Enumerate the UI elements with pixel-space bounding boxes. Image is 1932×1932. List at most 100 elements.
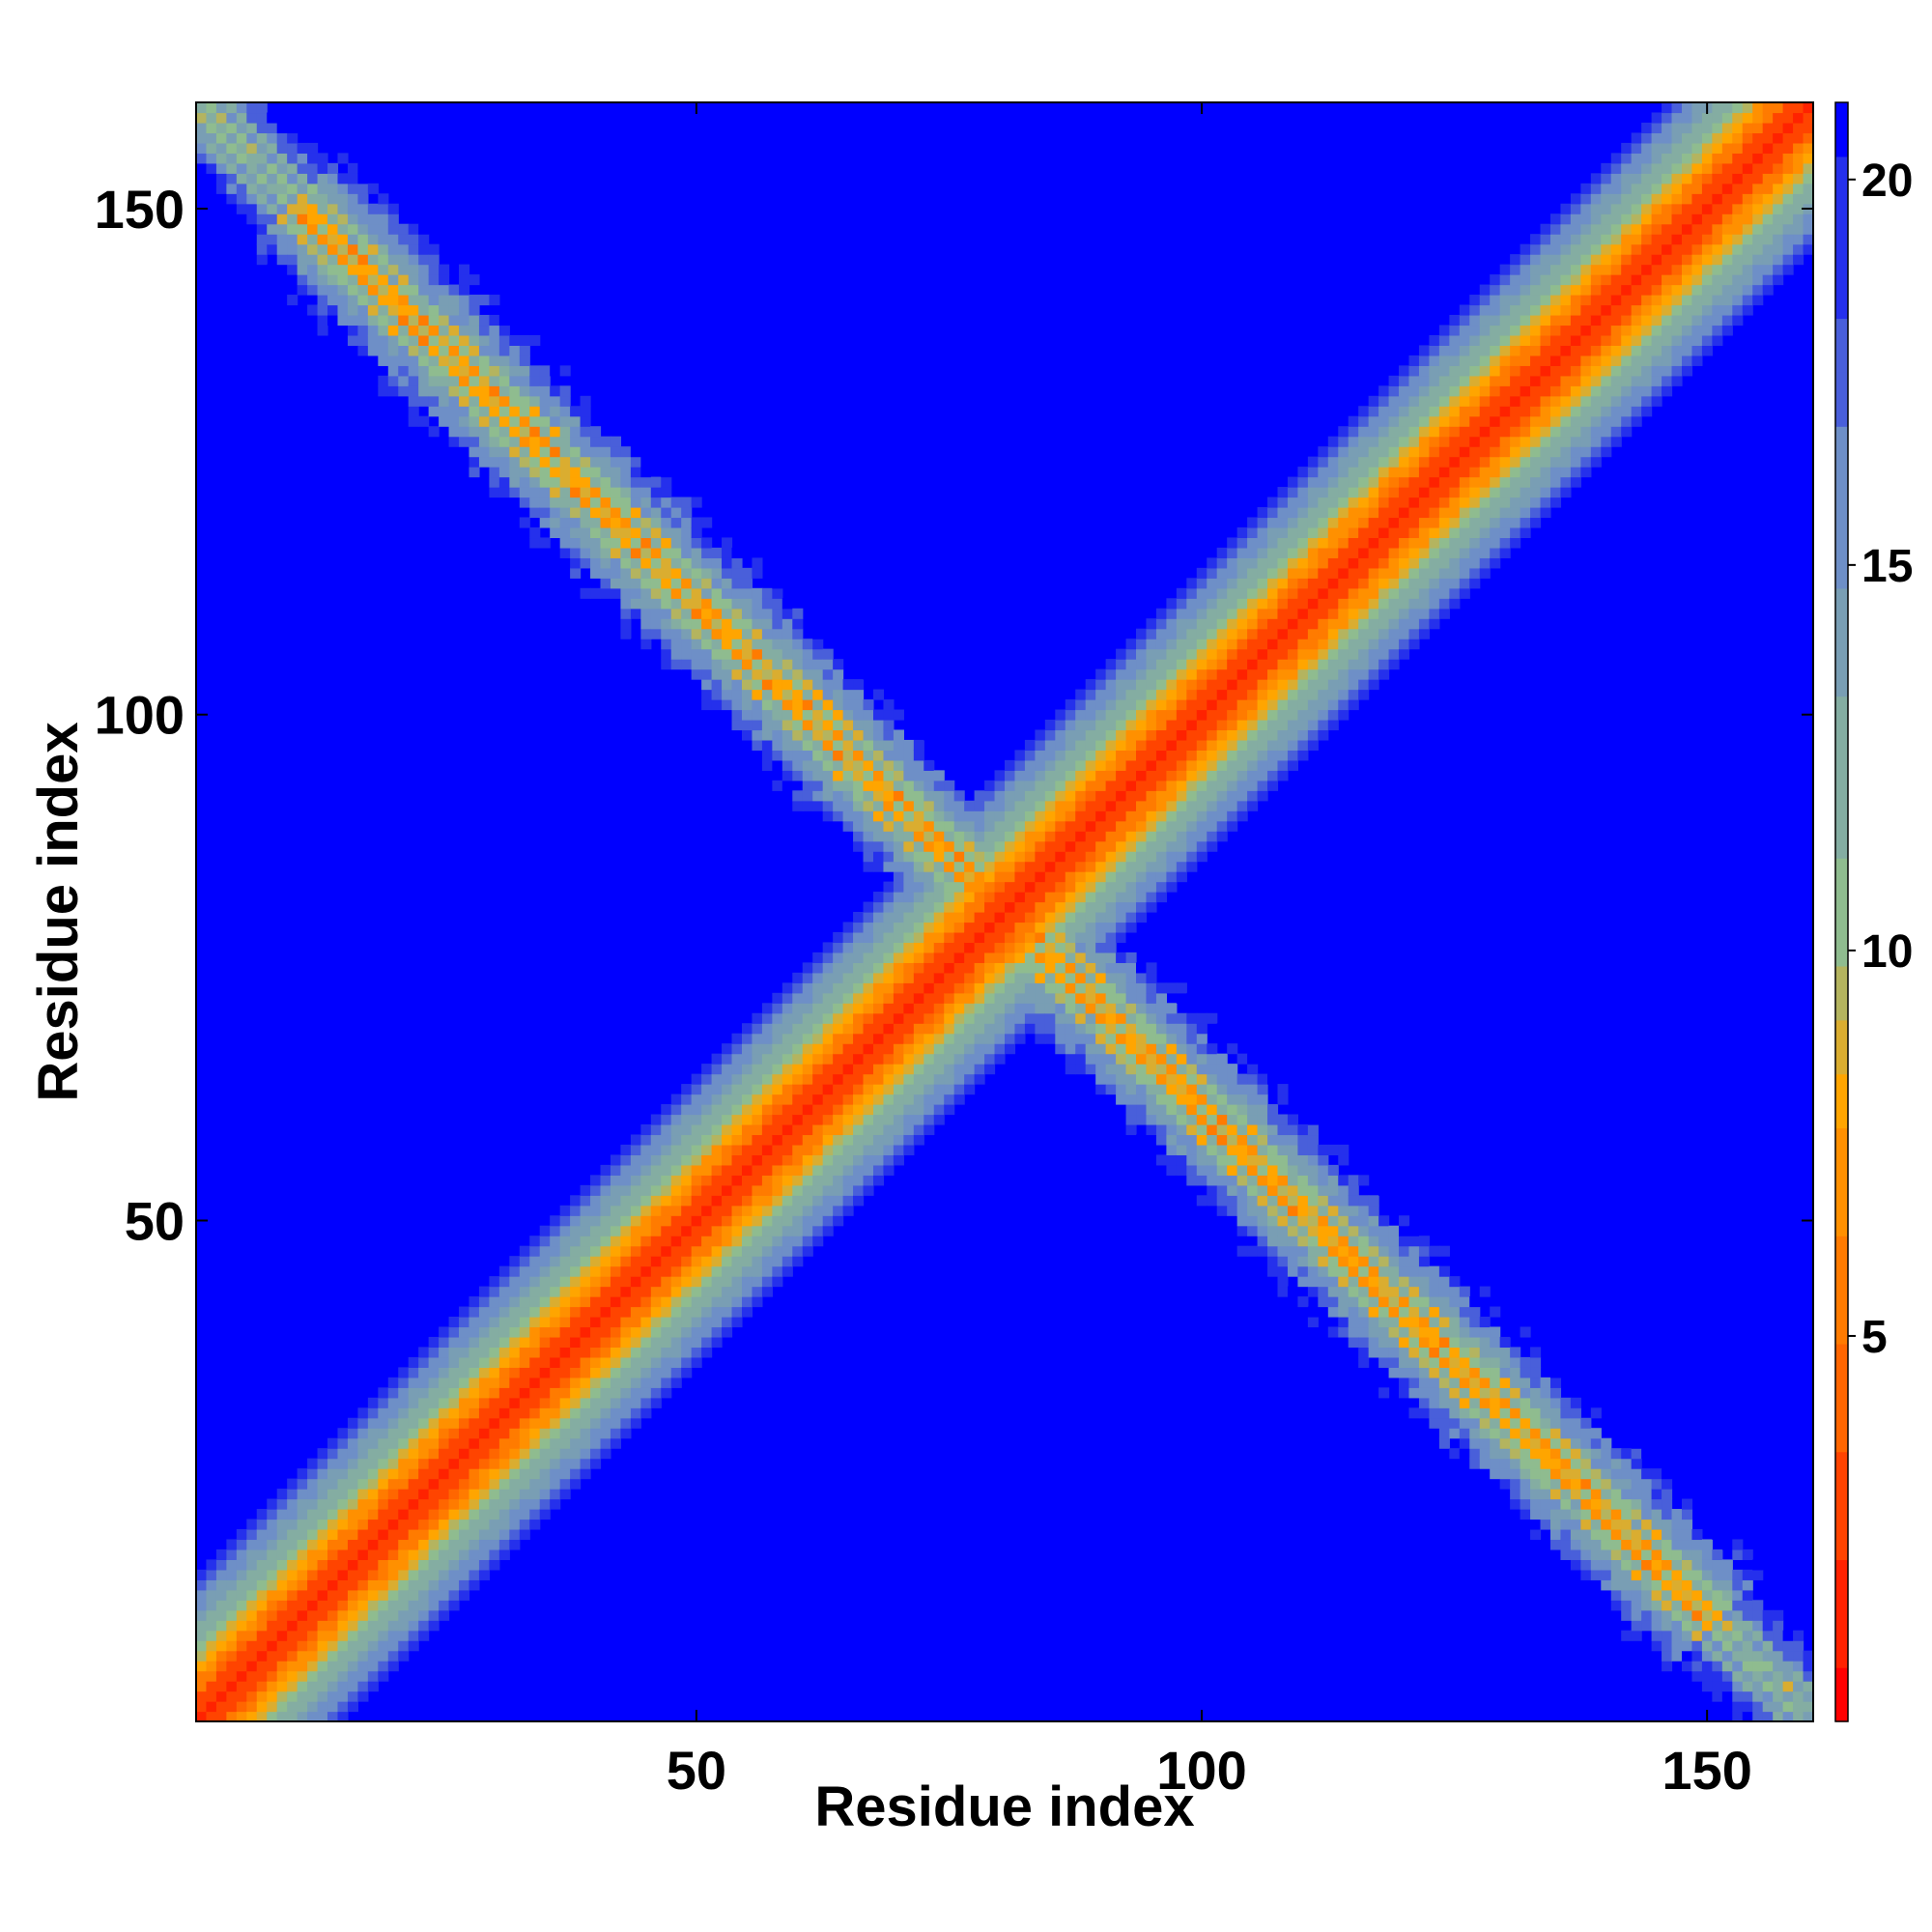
heatmap-cell [833, 790, 844, 802]
heatmap-cell [640, 1387, 652, 1399]
heatmap-cell [550, 467, 561, 478]
heatmap-cell [883, 861, 895, 872]
heatmap-cell [559, 1417, 571, 1429]
heatmap-cell [650, 526, 662, 539]
heatmap-cell [1318, 467, 1329, 478]
heatmap-cell [650, 1317, 662, 1328]
heatmap-cell [1035, 942, 1046, 953]
heatmap-cell [833, 1023, 844, 1035]
heatmap-cell [1287, 1114, 1299, 1125]
heatmap-cell [1338, 1276, 1350, 1288]
heatmap-cell [1358, 567, 1370, 579]
heatmap-cell [1014, 892, 1026, 903]
heatmap-cell [964, 820, 976, 832]
heatmap-cell [953, 1084, 965, 1095]
heatmap-cell [781, 1215, 793, 1227]
heatmap-cell [215, 1548, 227, 1560]
heatmap-cell [964, 1003, 976, 1014]
heatmap-cell [276, 183, 288, 194]
heatmap-cell [802, 1225, 813, 1236]
heatmap-cell [226, 102, 238, 114]
heatmap-cell [1257, 689, 1268, 700]
heatmap-cell [287, 264, 298, 275]
heatmap-cell [539, 507, 551, 519]
heatmap-cell [670, 1184, 682, 1196]
heatmap-cell [933, 810, 945, 822]
heatmap-cell [610, 487, 622, 498]
heatmap-cell [994, 770, 1006, 781]
heatmap-cell [1338, 659, 1350, 670]
heatmap-cell [1236, 639, 1248, 650]
heatmap-cell [610, 1256, 622, 1267]
heatmap-cell [752, 1104, 763, 1116]
heatmap-cell [711, 1144, 723, 1155]
heatmap-cell [630, 1195, 641, 1207]
heatmap-cell [307, 1701, 319, 1713]
heatmap-cell [226, 142, 238, 154]
heatmap-cell [559, 497, 571, 508]
heatmap-cell [1136, 1094, 1148, 1105]
heatmap-cell [1338, 578, 1350, 589]
heatmap-cell [1125, 1053, 1137, 1065]
heatmap-cell [731, 1296, 743, 1308]
heatmap-cell [418, 334, 430, 346]
heatmap-cell [944, 972, 955, 983]
heatmap-cell [347, 234, 358, 245]
heatmap-cell [1348, 537, 1359, 549]
heatmap-cell [923, 881, 935, 893]
heatmap-cell [731, 1276, 743, 1288]
heatmap-cell [317, 1711, 328, 1722]
heatmap-cell [1105, 922, 1117, 933]
heatmap-cell [1277, 639, 1289, 650]
heatmap-cell [994, 972, 1006, 983]
heatmap-cell [367, 1579, 379, 1591]
heatmap-cell [1035, 1033, 1046, 1044]
heatmap-cell [1227, 729, 1238, 741]
heatmap-cell [1207, 1154, 1218, 1166]
heatmap-cell [772, 1064, 783, 1075]
heatmap-cell [539, 395, 551, 407]
heatmap-cell [448, 1428, 460, 1439]
heatmap-cell [489, 1448, 500, 1460]
heatmap-cell [1216, 578, 1228, 589]
heatmap-cell [276, 213, 288, 225]
heatmap-cell [1024, 922, 1036, 933]
heatmap-cell [408, 223, 419, 235]
heatmap-cell [802, 1245, 813, 1257]
heatmap-cell [367, 183, 379, 194]
heatmap-cell [1005, 931, 1016, 944]
heatmap-cell [701, 608, 713, 619]
heatmap-cell [903, 750, 915, 761]
heatmap-cell [1307, 608, 1319, 619]
heatmap-cell [1044, 922, 1056, 933]
heatmap-cell [953, 992, 965, 1004]
heatmap-cell [842, 679, 854, 691]
heatmap-cell [459, 1489, 470, 1500]
heatmap-cell [691, 1225, 702, 1236]
heatmap-cell [711, 1326, 723, 1338]
heatmap-cell [772, 1073, 783, 1085]
heatmap-cell [610, 1175, 622, 1186]
heatmap-cell [1348, 699, 1359, 711]
heatmap-cell [752, 1195, 763, 1207]
heatmap-cell [459, 1559, 470, 1571]
heatmap-cell [670, 598, 682, 610]
heatmap-cell [287, 234, 298, 245]
heatmap-cell [923, 1123, 935, 1136]
heatmap-cell [398, 1397, 410, 1408]
heatmap-cell [1035, 881, 1046, 893]
heatmap-cell [1125, 1012, 1137, 1024]
heatmap-cell [722, 1265, 733, 1277]
heatmap-cell [1095, 912, 1107, 923]
heatmap-cell [792, 759, 804, 771]
heatmap-cell [570, 1286, 582, 1297]
heatmap-cell [964, 922, 976, 933]
heatmap-cell [812, 648, 824, 660]
heatmap-cell [792, 689, 804, 700]
heatmap-cell [984, 1003, 996, 1014]
heatmap-cell [722, 628, 733, 639]
heatmap-cell [478, 1336, 491, 1349]
heatmap-cell [478, 334, 491, 346]
heatmap-cell [256, 1569, 268, 1580]
heatmap-cell [802, 659, 813, 670]
